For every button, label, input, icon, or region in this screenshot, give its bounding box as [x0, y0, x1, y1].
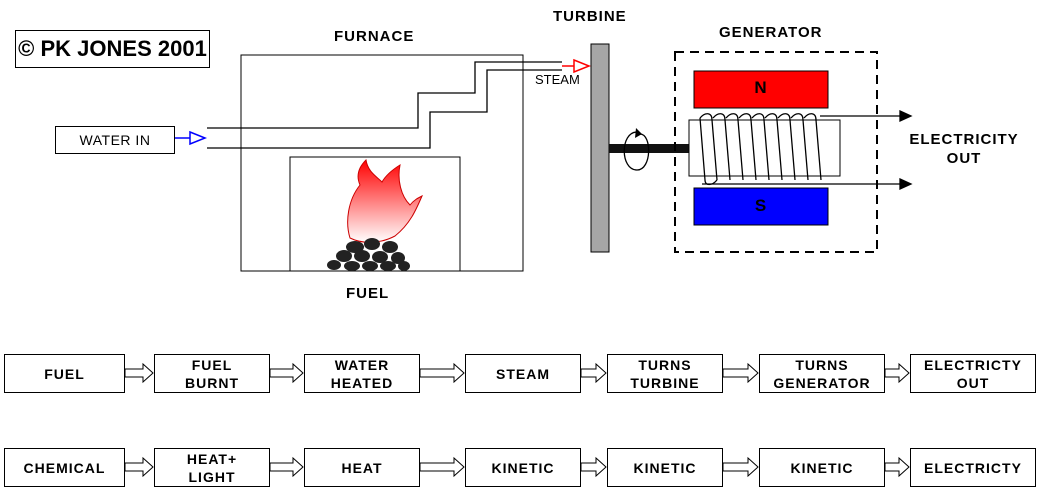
- fuel-label: FUEL: [346, 285, 390, 302]
- step-label: FUEL: [44, 365, 85, 382]
- step-label: STEAM: [496, 365, 550, 382]
- energy-form-box: CHEMICAL: [4, 448, 125, 487]
- flow-arrow: [884, 456, 910, 478]
- step-label: TURNS TURBINE: [630, 356, 700, 391]
- energy-form-box: HEAT+ LIGHT: [154, 448, 270, 487]
- flow-arrow: [124, 362, 154, 384]
- steam-arrow: [573, 58, 592, 74]
- energy-row-arrows: [124, 456, 910, 478]
- flow-arrow: [580, 362, 607, 384]
- flow-arrow: [580, 456, 607, 478]
- copyright-label: © PK JONES 2001: [15, 30, 210, 68]
- steam-label: STEAM: [535, 72, 580, 87]
- flow-arrow: [419, 456, 465, 478]
- generator-box: [674, 51, 878, 253]
- firebox: [289, 156, 461, 272]
- flow-arrow: [722, 456, 759, 478]
- step-label: ELECTRICTY OUT: [924, 356, 1022, 391]
- process-step-box: WATER HEATED: [304, 354, 420, 393]
- flow-arrow: [884, 362, 910, 384]
- coal-pile: [327, 238, 410, 271]
- step-label: KINETIC: [633, 459, 697, 476]
- energy-form-box: ELECTRICTY: [910, 448, 1036, 487]
- energy-form-box: KINETIC: [465, 448, 581, 487]
- flame: [347, 158, 423, 243]
- furnace-label: FURNACE: [334, 28, 415, 45]
- process-step-box: STEAM: [465, 354, 581, 393]
- energy-form-box: HEAT: [304, 448, 420, 487]
- step-label: KINETIC: [491, 459, 555, 476]
- step-label: HEAT: [341, 459, 383, 476]
- step-label: TURNS GENERATOR: [773, 356, 871, 391]
- energy-form-box: KINETIC: [607, 448, 723, 487]
- water-in-label: WATER IN: [79, 132, 151, 148]
- turbine-label: TURBINE: [553, 8, 627, 25]
- water-in-arrow: [189, 130, 208, 146]
- north-magnet: [693, 70, 829, 109]
- electricity-out-label: ELECTRICITY OUT: [909, 131, 1019, 167]
- process-step-box: FUEL: [4, 354, 125, 393]
- process-row-arrows: [124, 362, 910, 384]
- flow-arrow: [269, 456, 304, 478]
- process-step-box: TURNS GENERATOR: [759, 354, 885, 393]
- water-pipe: [207, 61, 562, 149]
- step-label: KINETIC: [790, 459, 854, 476]
- flow-arrow: [722, 362, 759, 384]
- energy-form-box: KINETIC: [759, 448, 885, 487]
- process-step-box: ELECTRICTY OUT: [910, 354, 1036, 393]
- process-step-box: FUEL BURNT: [154, 354, 270, 393]
- step-label: ELECTRICTY: [924, 459, 1022, 476]
- water-in-box: WATER IN: [55, 126, 175, 154]
- flow-arrow: [124, 456, 154, 478]
- turbine-blade: [590, 43, 610, 253]
- rotation-icon: [623, 131, 650, 171]
- south-pole-label: S: [754, 196, 768, 215]
- step-label: FUEL BURNT: [185, 356, 239, 391]
- step-label: HEAT+ LIGHT: [186, 450, 238, 485]
- output-wires: [702, 109, 913, 191]
- flow-arrow: [419, 362, 465, 384]
- north-pole-label: N: [754, 78, 768, 97]
- step-label: CHEMICAL: [23, 459, 106, 476]
- generator-label: GENERATOR: [719, 24, 823, 41]
- drive-shaft: [609, 144, 691, 153]
- process-step-box: TURNS TURBINE: [607, 354, 723, 393]
- flow-arrow: [269, 362, 304, 384]
- south-magnet: [693, 187, 829, 226]
- step-label: WATER HEATED: [330, 356, 394, 391]
